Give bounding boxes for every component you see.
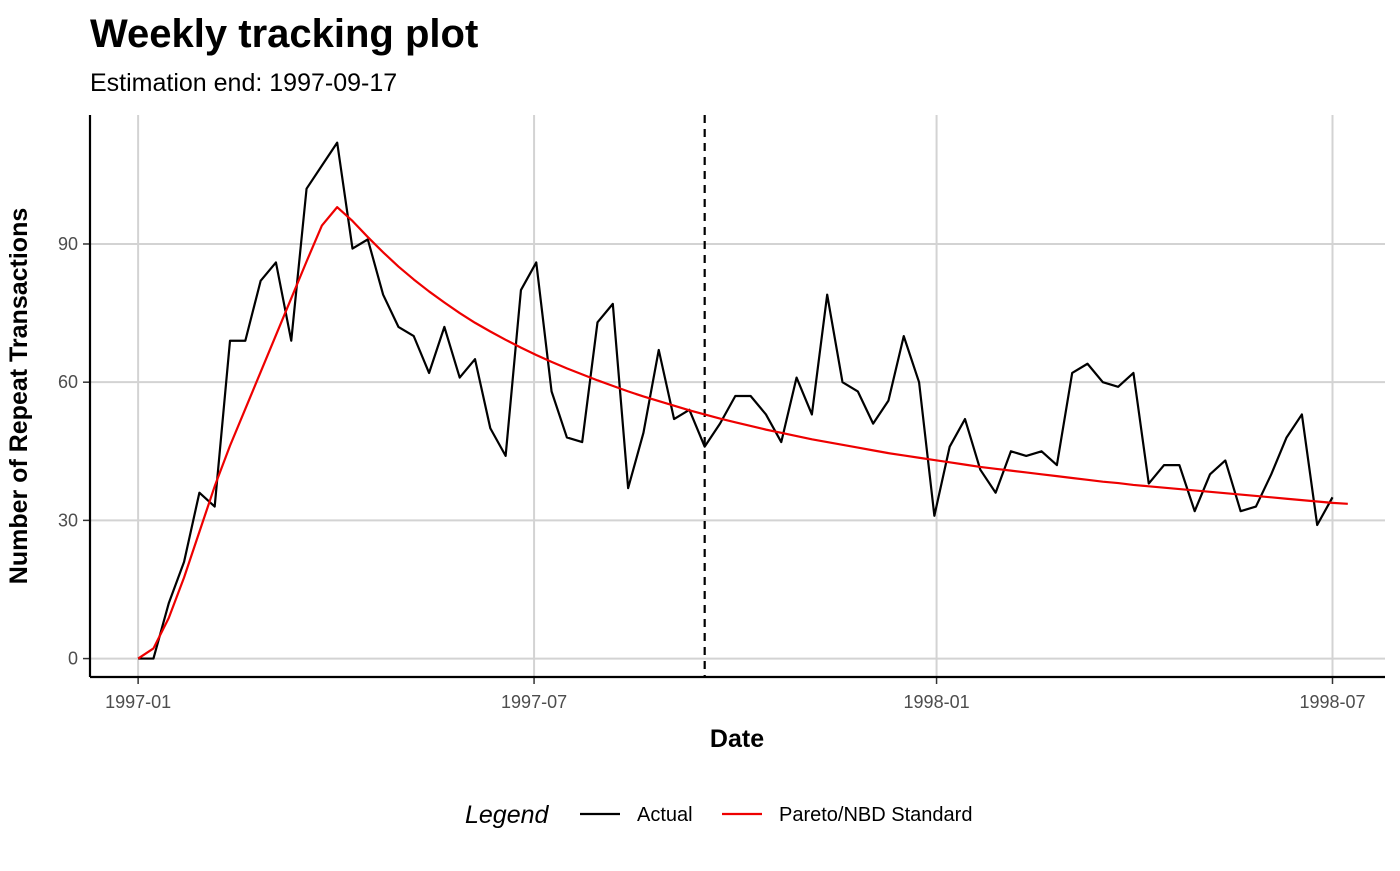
- legend-label-pareto-nbd: Pareto/NBD Standard: [779, 804, 972, 826]
- x-axis-title: Date: [710, 725, 764, 753]
- y-tick-label: 90: [58, 234, 78, 254]
- series-line-actual: [138, 141, 1334, 660]
- tick-labels: 0 30 60 90 1997-01 1997-07 1998-01 1998-07: [58, 234, 1366, 712]
- y-tick-label: 30: [58, 510, 78, 530]
- chart-title: Weekly tracking plot: [90, 12, 478, 56]
- axes: [83, 115, 1385, 684]
- chart-subtitle: Estimation end: 1997-09-17: [90, 69, 397, 97]
- gridlines: [90, 115, 1385, 677]
- x-tick-label: 1997-07: [501, 692, 567, 712]
- legend-label-actual: Actual: [637, 804, 693, 826]
- y-tick-label: 0: [68, 649, 78, 669]
- y-axis-title: Number of Repeat Transactions: [5, 208, 33, 584]
- legend-title: Legend: [465, 801, 550, 829]
- y-tick-label: 60: [58, 372, 78, 392]
- x-tick-label: 1998-07: [1299, 692, 1365, 712]
- x-tick-label: 1998-01: [904, 692, 970, 712]
- x-tick-label: 1997-01: [105, 692, 171, 712]
- series-lines: [137, 115, 1348, 677]
- legend: Legend Actual Pareto/NBD Standard: [465, 801, 972, 829]
- series-line-pareto-nbd: [137, 206, 1348, 660]
